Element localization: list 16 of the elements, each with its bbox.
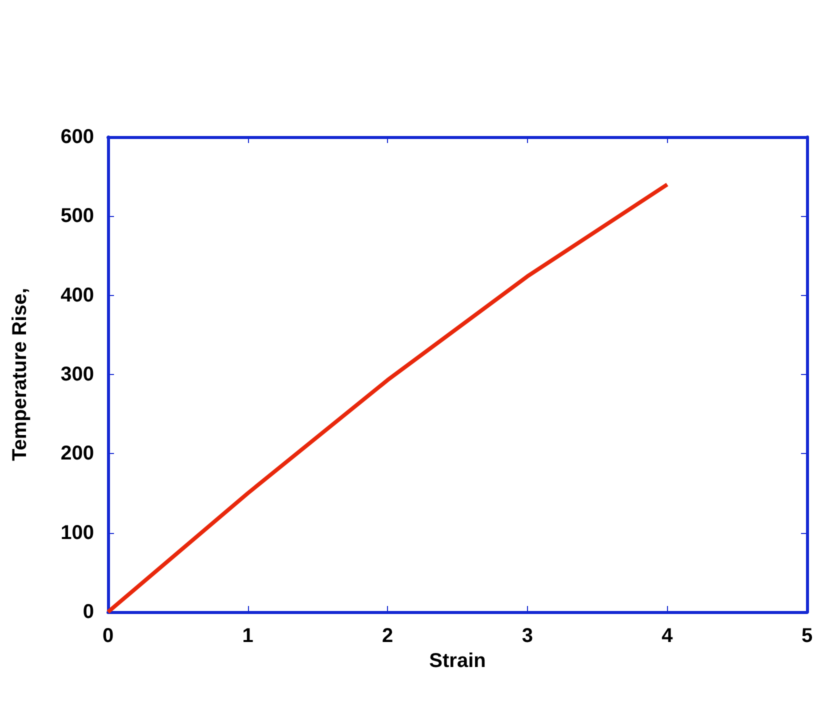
y-tick-label: 500 (60, 205, 94, 228)
y-tick-label: 200 (60, 442, 94, 465)
x-tick-label: 0 (102, 625, 114, 647)
x-axis-title: Strain (429, 650, 486, 672)
y-tick-label: 0 (82, 601, 94, 623)
line-series (106, 182, 670, 614)
y-tick-label: 100 (60, 522, 94, 544)
x-tick-label: 1 (242, 625, 254, 647)
y-tick-label: 300 (60, 364, 94, 386)
x-tick-label: 4 (662, 625, 674, 647)
y-tick-label: 400 (60, 284, 94, 306)
x-tick-label: 2 (382, 625, 394, 647)
y-axis-title: Temperature Rise, (9, 288, 31, 462)
x-tick-label: 3 (522, 625, 533, 647)
y-tick-label: 600 (60, 126, 94, 148)
x-tick-label: 5 (801, 625, 813, 647)
